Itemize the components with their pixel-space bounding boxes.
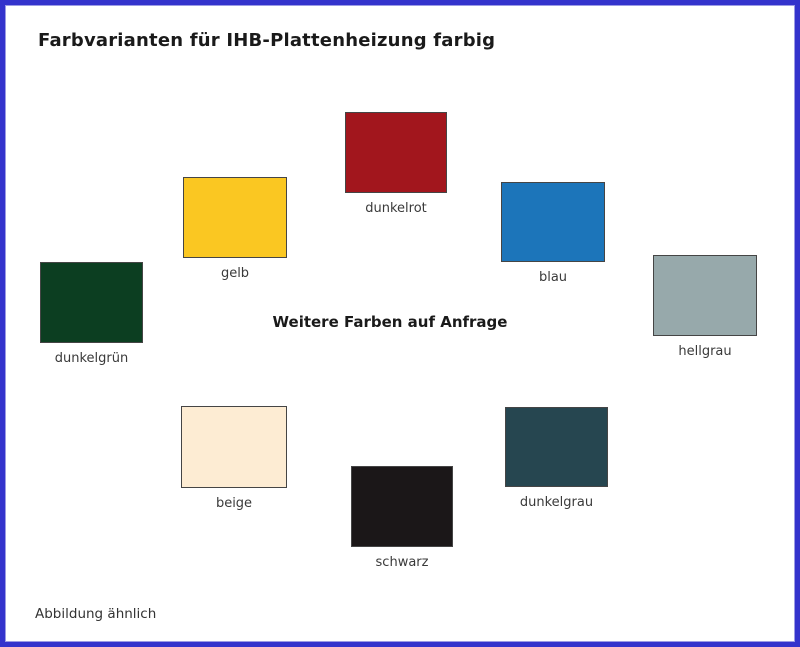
swatch-hellgrau: hellgrau bbox=[653, 255, 757, 359]
swatch-color-schwarz bbox=[351, 466, 453, 547]
swatch-label-dunkelrot: dunkelrot bbox=[365, 201, 427, 216]
swatch-schwarz: schwarz bbox=[351, 466, 453, 570]
swatch-label-hellgrau: hellgrau bbox=[678, 344, 732, 359]
swatch-beige: beige bbox=[181, 406, 287, 511]
swatch-gelb: gelb bbox=[183, 177, 287, 281]
swatch-dunkelgruen: dunkelgrün bbox=[40, 262, 143, 366]
swatch-label-beige: beige bbox=[215, 496, 253, 511]
center-note: Weitere Farben auf Anfrage bbox=[272, 313, 508, 331]
swatch-color-hellgrau bbox=[653, 255, 757, 336]
swatch-color-dunkelgrau bbox=[505, 407, 608, 487]
swatch-label-schwarz: schwarz bbox=[375, 555, 429, 570]
swatch-label-gelb: gelb bbox=[220, 266, 250, 281]
page-title: Farbvarianten für IHB-Plattenheizung far… bbox=[38, 30, 496, 51]
swatch-dunkelrot: dunkelrot bbox=[345, 112, 447, 216]
swatch-dunkelgrau: dunkelgrau bbox=[505, 407, 608, 510]
swatch-color-blau bbox=[501, 182, 605, 262]
swatch-blau: blau bbox=[501, 182, 605, 285]
footer-note: Abbildung ähnlich bbox=[35, 606, 157, 622]
swatch-color-dunkelgruen bbox=[40, 262, 143, 343]
swatch-color-beige bbox=[181, 406, 287, 488]
swatch-label-dunkelgruen: dunkelgrün bbox=[54, 351, 129, 366]
swatch-label-dunkelgrau: dunkelgrau bbox=[519, 495, 594, 510]
swatch-color-gelb bbox=[183, 177, 287, 258]
swatch-label-blau: blau bbox=[538, 270, 568, 285]
swatch-color-dunkelrot bbox=[345, 112, 447, 193]
